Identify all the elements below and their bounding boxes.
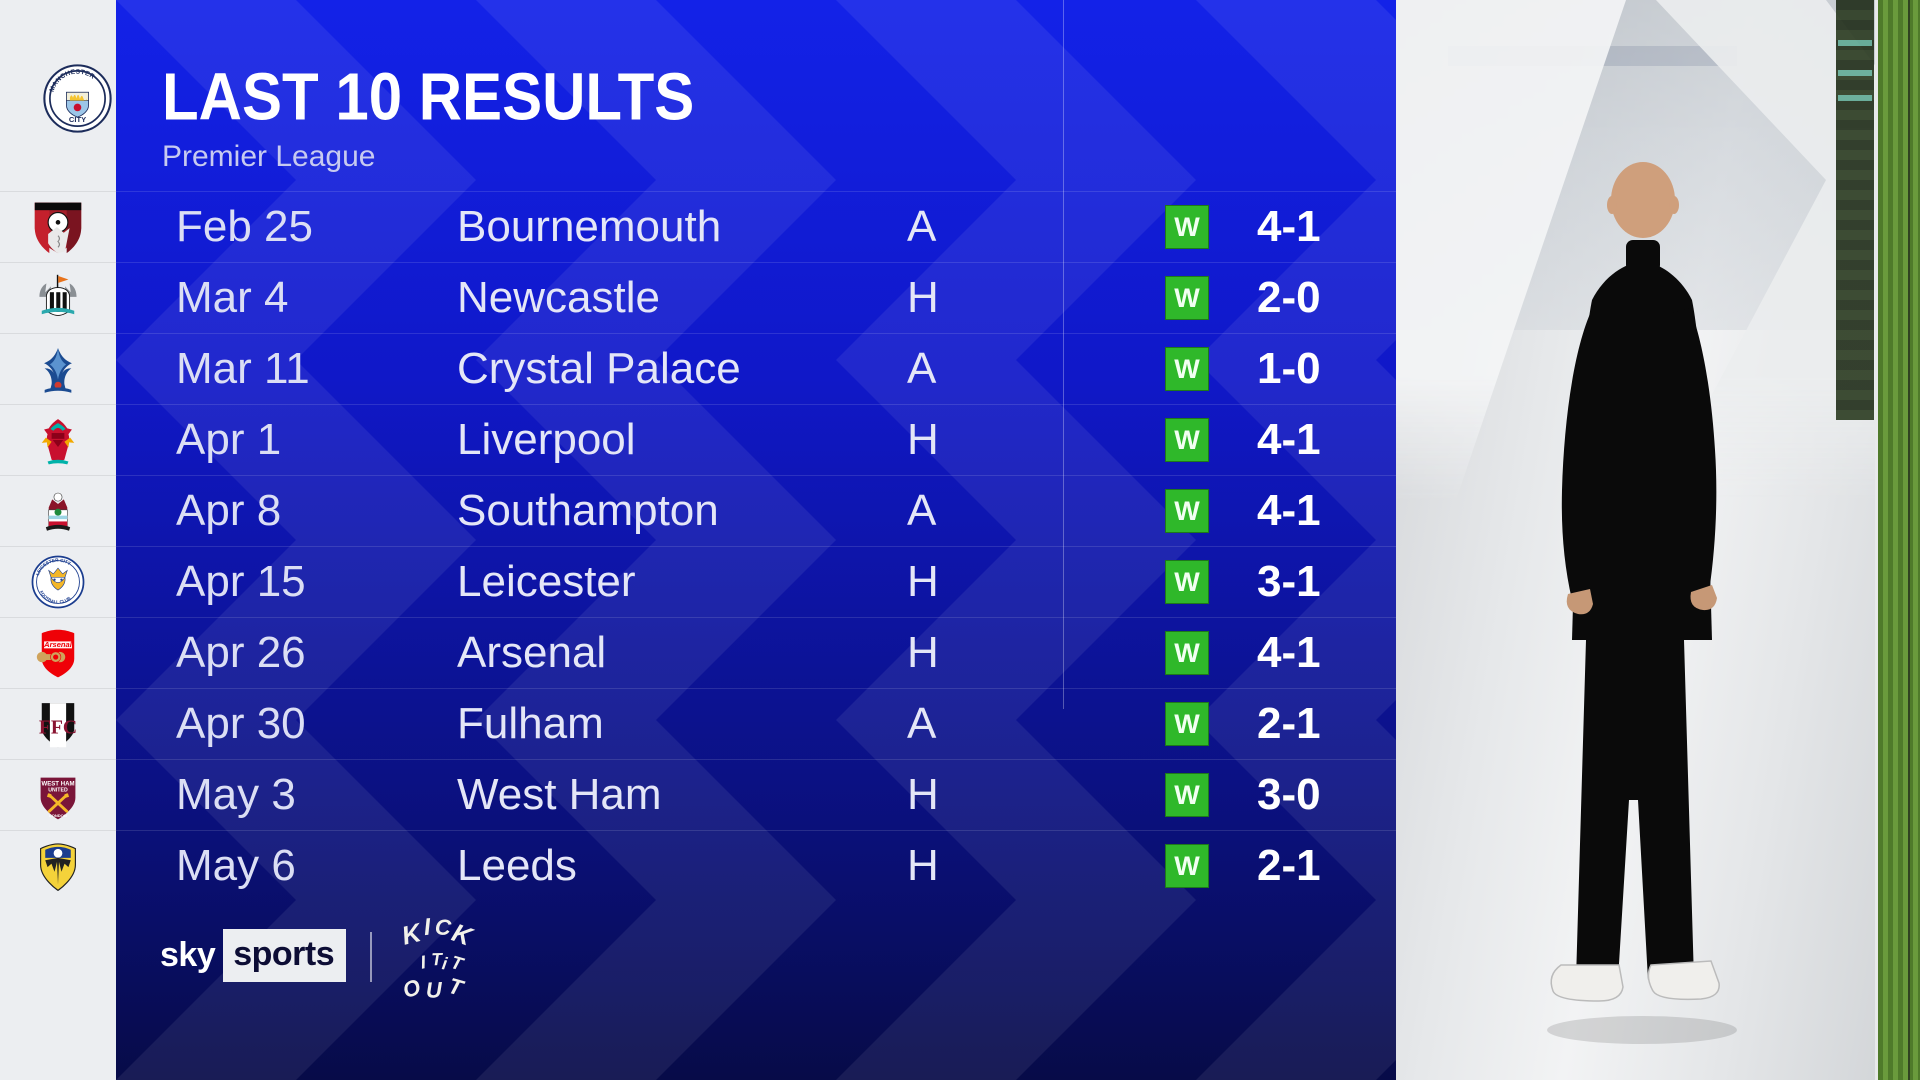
svg-text:WEST HAM: WEST HAM bbox=[41, 781, 74, 788]
svg-text:Arsenal: Arsenal bbox=[43, 640, 73, 649]
svg-text:K: K bbox=[448, 919, 477, 952]
svg-text:FFC: FFC bbox=[39, 716, 77, 738]
svg-text:I: I bbox=[423, 914, 433, 941]
svg-text:K: K bbox=[400, 918, 426, 950]
svg-text:I: I bbox=[419, 951, 429, 973]
svg-text:T: T bbox=[449, 951, 467, 975]
svg-text:O: O bbox=[400, 974, 424, 998]
svg-text:C: C bbox=[434, 914, 453, 940]
svg-text:T: T bbox=[446, 973, 468, 998]
svg-text:UNITED: UNITED bbox=[48, 788, 68, 794]
svg-text:U: U bbox=[425, 977, 443, 998]
svg-text:LONDON: LONDON bbox=[49, 813, 67, 818]
